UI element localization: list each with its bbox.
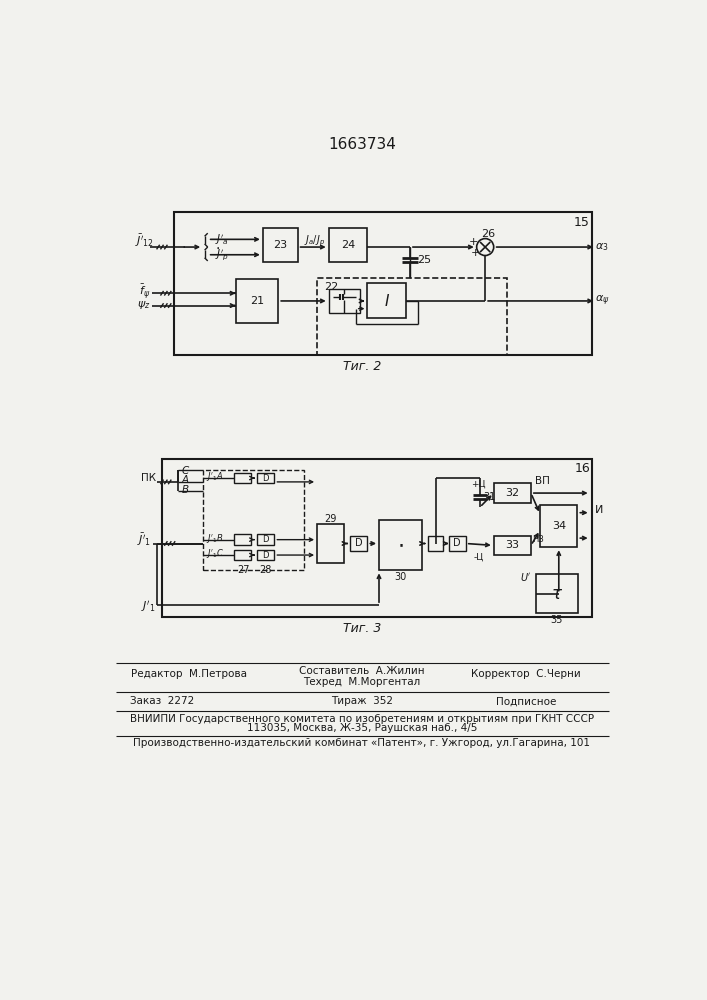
- Bar: [235, 279, 279, 323]
- Text: И: И: [595, 505, 604, 515]
- Text: Производственно-издательский комбинат «Патент», г. Ужгород, ул.Гагарина, 101: Производственно-издательский комбинат «П…: [134, 738, 590, 748]
- Text: 23: 23: [273, 240, 287, 250]
- Bar: [368, 283, 406, 318]
- Bar: [329, 228, 368, 262]
- Text: $J'_1A$: $J'_1A$: [206, 470, 224, 483]
- Text: Τиг. 3: Τиг. 3: [343, 622, 381, 635]
- Text: 113035, Москва, Ж-35, Раушская наб., 4/5: 113035, Москва, Ж-35, Раушская наб., 4/5: [247, 723, 477, 733]
- Text: +: +: [469, 237, 478, 247]
- Text: 27: 27: [237, 565, 250, 575]
- Text: $J'_1B$: $J'_1B$: [206, 532, 224, 545]
- Text: $J_a/J_p$: $J_a/J_p$: [304, 234, 325, 248]
- Text: Составитель  А.Жилин: Составитель А.Жилин: [299, 666, 425, 676]
- Text: D: D: [453, 538, 461, 548]
- Text: $J'_a$: $J'_a$: [215, 232, 228, 247]
- Text: $I$: $I$: [384, 293, 390, 309]
- Bar: [317, 524, 344, 563]
- Text: $\bar{J}'_1$: $\bar{J}'_1$: [137, 532, 151, 548]
- Bar: [257, 550, 274, 560]
- Text: $\alpha_\psi$: $\alpha_\psi$: [595, 294, 609, 308]
- Text: НЗ: НЗ: [532, 535, 544, 544]
- Bar: [174, 212, 592, 355]
- Text: $J'_1C$: $J'_1C$: [206, 547, 224, 560]
- Text: 30: 30: [395, 572, 407, 582]
- Text: $\tau$: $\tau$: [551, 585, 563, 603]
- Bar: [535, 574, 578, 613]
- Text: ПК: ПК: [141, 473, 156, 483]
- Text: 26: 26: [481, 229, 496, 239]
- Text: D: D: [262, 551, 269, 560]
- Text: D: D: [262, 535, 269, 544]
- Text: $\bar{f}_\psi$: $\bar{f}_\psi$: [139, 282, 150, 301]
- Bar: [263, 228, 298, 262]
- Text: Заказ  2272: Заказ 2272: [130, 696, 194, 706]
- Text: Техред  М.Моргентал: Техред М.Моргентал: [303, 677, 421, 687]
- Text: A: A: [182, 475, 189, 485]
- Text: C: C: [182, 466, 189, 476]
- Text: 1663734: 1663734: [328, 137, 396, 152]
- Bar: [162, 459, 592, 617]
- Text: $\cdot$: $\cdot$: [214, 240, 219, 254]
- Text: D: D: [355, 538, 363, 548]
- Bar: [449, 536, 466, 551]
- Text: B: B: [182, 485, 189, 495]
- Text: $\cdot$: $\cdot$: [397, 535, 404, 555]
- Text: 32: 32: [506, 488, 520, 498]
- Bar: [351, 536, 368, 551]
- Text: 24: 24: [341, 240, 355, 250]
- Bar: [234, 473, 251, 483]
- Text: 16: 16: [574, 462, 590, 475]
- Text: ВП: ВП: [534, 476, 549, 486]
- Text: Τиг. 2: Τиг. 2: [343, 360, 381, 373]
- Bar: [379, 520, 421, 570]
- Bar: [234, 534, 251, 545]
- Text: -Ц: -Ц: [473, 553, 484, 562]
- Text: 25: 25: [417, 255, 431, 265]
- Text: 29: 29: [325, 514, 337, 524]
- Text: $\bar{J}'_{12}$: $\bar{J}'_{12}$: [135, 233, 153, 249]
- Text: +: +: [470, 248, 480, 258]
- Text: +Ц: +Ц: [471, 480, 486, 489]
- Bar: [257, 534, 274, 545]
- Text: ВНИИПИ Государственного комитета по изобретениям и открытиям при ГКНТ СССР: ВНИИПИ Государственного комитета по изоб…: [130, 714, 594, 724]
- Text: 15: 15: [574, 216, 590, 229]
- Bar: [493, 536, 531, 555]
- Text: $J'_p$: $J'_p$: [214, 247, 229, 262]
- Text: 31: 31: [483, 492, 495, 502]
- Text: $U'$: $U'$: [520, 571, 532, 583]
- Bar: [234, 550, 251, 560]
- Bar: [540, 505, 578, 547]
- Text: 35: 35: [551, 615, 563, 625]
- Text: Корректор  С.Черни: Корректор С.Черни: [472, 669, 581, 679]
- Bar: [317, 278, 507, 355]
- Text: D: D: [262, 474, 269, 483]
- Text: Редактор  М.Петрова: Редактор М.Петрова: [131, 669, 247, 679]
- Text: $J'_1$: $J'_1$: [141, 599, 156, 614]
- Text: $\alpha_3$: $\alpha_3$: [595, 241, 609, 253]
- Bar: [329, 289, 360, 312]
- Bar: [203, 470, 304, 570]
- Text: 34: 34: [551, 521, 566, 531]
- Text: 22: 22: [324, 282, 338, 292]
- Bar: [428, 536, 443, 551]
- Text: 21: 21: [250, 296, 264, 306]
- Bar: [257, 473, 274, 483]
- Text: Тираж  352: Тираж 352: [331, 696, 393, 706]
- Text: Подписное: Подписное: [496, 696, 556, 706]
- Bar: [493, 483, 531, 503]
- Text: 33: 33: [506, 540, 520, 550]
- Text: 28: 28: [259, 565, 271, 575]
- Text: $\psi_z$: $\psi_z$: [137, 299, 151, 311]
